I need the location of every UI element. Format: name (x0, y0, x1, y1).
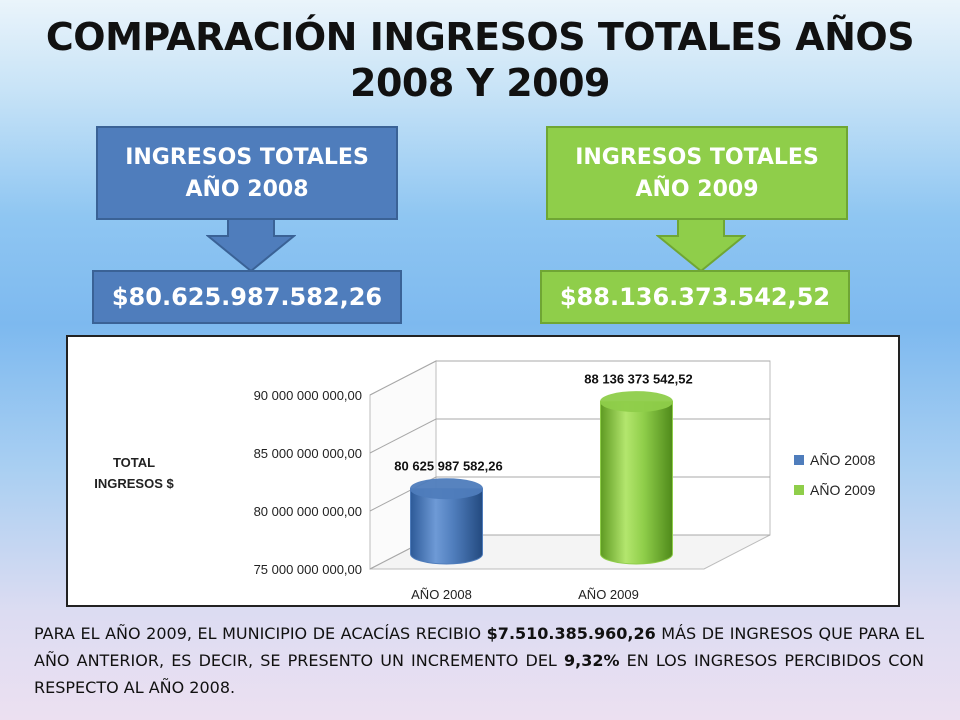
summary-text-2: MÁS DE INGRESOS QUE PARA EL AÑO ANTERIOR… (34, 624, 924, 670)
summary-percent: 9,32% (563, 651, 620, 670)
income-2009-header-line-1: INGRESOS TOTALES (575, 145, 819, 170)
gridline (369, 360, 770, 396)
summary-paragraph: PARA EL AÑO 2009, EL MUNICIPIO DE ACACÍA… (34, 620, 924, 701)
y-tick-label: 75 000 000 000,00 (254, 562, 362, 577)
data-label: 80 625 987 582,26 (394, 459, 502, 474)
income-comparison-chart: 75 000 000 000,00 80 000 000 000,00 85 000… (66, 335, 900, 607)
title-line-1: COMPARACIÓN INGRESOS TOTALES AÑOS (45, 15, 915, 59)
bar-cylinder (410, 478, 483, 565)
title-line-2: 2008 Y 2009 (350, 61, 611, 105)
income-2008-header-line-2: AÑO 2008 (185, 177, 309, 202)
y-axis-label-line-2: INGRESOS $ (94, 476, 174, 491)
page-title: COMPARACIÓN INGRESOS TOTALES AÑOS 2008 Y… (0, 14, 960, 106)
income-2009-value: $88.136.373.542,52 (559, 283, 831, 311)
legend-label: AÑO 2009 (810, 482, 876, 498)
income-2009-header-box: INGRESOS TOTALES AÑO 2009 (546, 126, 848, 220)
summary-amount: $7.510.385.960,26 (486, 624, 656, 643)
income-2008-header-line-1: INGRESOS TOTALES (125, 145, 369, 170)
down-arrow-2008-icon (206, 218, 296, 273)
chart-canvas: 75 000 000 000,00 80 000 000 000,00 85 000… (94, 360, 876, 602)
bar-body (600, 401, 673, 565)
income-2008-header-box: INGRESOS TOTALES AÑO 2008 (96, 126, 398, 220)
income-2009-header-line-2: AÑO 2009 (635, 177, 759, 202)
income-2008-value-box: $80.625.987.582,26 (92, 270, 402, 324)
legend-swatch (794, 485, 804, 495)
chart-legend: AÑO 2008 AÑO 2009 (794, 452, 876, 498)
bar-cylinder (600, 391, 673, 565)
x-tick-label: AÑO 2009 (578, 587, 639, 602)
x-tick-label: AÑO 2008 (411, 587, 472, 602)
bar-body (410, 488, 483, 565)
y-tick-label: 80 000 000 000,00 (254, 504, 362, 519)
summary-text-1: PARA EL AÑO 2009, EL MUNICIPIO DE ACACÍA… (34, 624, 487, 643)
y-tick-label: 85 000 000 000,00 (254, 446, 362, 461)
bar-top (600, 391, 673, 413)
income-2008-value: $80.625.987.582,26 (111, 283, 383, 311)
income-2009-value-box: $88.136.373.542,52 (540, 270, 850, 324)
data-label: 88 136 373 542,52 (584, 372, 692, 387)
bar-top (410, 478, 483, 500)
down-arrow-2009-icon (656, 218, 746, 273)
legend-label: AÑO 2008 (810, 452, 876, 468)
summary-text-3: EN LOS INGRESOS PERCIBIDOS CON RESPECTO … (34, 651, 924, 697)
legend-swatch (794, 455, 804, 465)
y-axis-label-line-1: TOTAL (113, 455, 155, 470)
y-tick-label: 90 000 000 000,00 (254, 388, 362, 403)
